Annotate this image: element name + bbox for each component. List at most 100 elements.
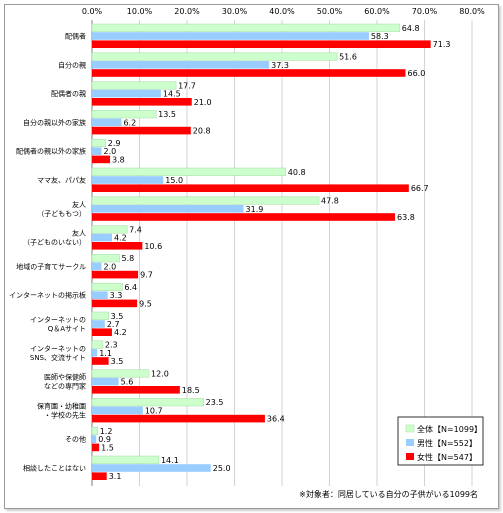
bar [92,443,100,452]
category-label: 友人 [72,229,86,238]
x-tick-label: 30.0% [222,7,248,16]
bar [91,426,98,436]
data-label: 9.5 [139,299,152,308]
data-label: 2.9 [108,139,121,148]
data-label: 14.5 [163,90,181,99]
category-label: （子どものいない） [23,239,86,247]
bar [92,386,180,394]
value-labels: 64.8 58.3 71.3 51.6 37.3 66.0 17.714.5 21.0 13.5… [98,24,450,481]
bar [92,205,244,213]
category-label: 配偶者 [65,32,86,41]
data-label: 20.8 [193,127,211,136]
category-label: インターネットの [30,315,86,324]
data-label: 10.7 [145,406,163,415]
bar [91,138,107,148]
data-label: 17.7 [178,81,196,90]
bar [92,98,192,106]
bar [92,32,369,40]
data-label: 31.9 [246,205,264,214]
bar [92,233,112,242]
category-label: 自分の親以外の家族 [23,118,86,127]
x-tick-label: 60.0% [364,7,390,16]
x-tick-label: 0.0% [82,7,103,16]
legend-swatch [405,424,415,433]
x-tick-label: 40.0% [269,7,295,16]
data-label: 21.0 [194,98,212,107]
data-label: 1.5 [101,443,114,452]
category-label: その他 [65,435,86,444]
data-label: 6.2 [123,118,136,127]
x-axis-ticks: 0.0% 10.0% 20.0% 30.0% 40.0% 50.0% 60.0% 70.0% 8… [82,7,485,16]
bar [91,254,120,263]
data-label: 0.9 [98,435,111,444]
bar [91,81,177,90]
category-label: 配偶者の親 [51,89,86,98]
footnote: ※対象者：同居している自分の子供がいる1099名 [299,489,478,499]
bar [92,464,211,472]
bar [92,242,143,250]
data-label: 36.4 [267,415,285,424]
data-label: 63.8 [397,213,415,222]
data-label: 7.4 [129,225,142,234]
bar [92,377,119,386]
data-label: 5.6 [121,378,134,387]
data-label: 3.5 [111,312,124,321]
data-label: 5.8 [122,254,135,263]
bar [91,369,150,378]
bar [91,52,338,61]
data-label: 25.0 [213,464,231,473]
bar [92,299,138,308]
data-label: 40.8 [288,168,306,177]
bar [91,398,204,407]
data-label: 1.1 [99,349,112,358]
category-label: 保育園・幼稚園 [37,401,86,410]
bar [92,357,109,365]
data-label: 3.8 [112,155,125,164]
data-label: 14.1 [161,456,179,465]
data-label: 2.0 [104,262,117,271]
category-label: （子どももつ） [37,210,86,218]
data-label: 9.7 [140,271,153,280]
category-label: 友人 [72,200,86,209]
x-tick-label: 10.0% [127,7,153,16]
x-tick-label: 20.0% [174,7,200,16]
bar [92,69,406,77]
category-labels: 配偶者自分の親配偶者の親自分の親以外の家族配偶者の親以外の家族ママ友、パパ友友人… [9,32,86,473]
data-label: 66.0 [408,69,426,78]
category-label: ママ友、パパ友 [37,176,86,185]
data-label: 4.2 [114,328,127,337]
category-label: などの専門家 [44,382,86,391]
category-label: ・学校の先生 [44,410,86,419]
bar [92,61,270,69]
data-label: 58.3 [371,32,389,41]
bar [92,291,108,299]
data-label: 3.5 [111,357,124,366]
legend-label: 男性【N=552】 [417,438,477,448]
category-label: Q＆Aサイト [48,325,86,333]
bar [92,414,265,423]
x-tick-label: 50.0% [317,7,343,16]
bar [92,349,98,357]
data-label: 47.8 [321,197,339,206]
bar [92,40,431,48]
data-label: 2.3 [105,341,118,350]
data-label: 10.6 [144,242,162,251]
category-label: 地域の子育てサークル [16,262,86,271]
data-label: 2.0 [104,147,117,156]
data-label: 51.6 [339,53,357,62]
bar [91,225,128,234]
data-label: 1.2 [100,427,113,436]
bar [92,270,139,279]
data-label: 2.7 [107,320,120,329]
data-label: 12.0 [151,369,169,378]
bar [91,282,123,292]
bar [92,176,164,184]
category-label: インターネットの掲示板 [9,291,86,300]
data-label: 3.1 [109,472,122,481]
data-label: 66.7 [411,184,429,193]
data-label: 6.4 [124,283,137,292]
legend-swatch [406,453,414,460]
category-label: インターネットの [30,344,86,353]
bar [92,89,161,98]
data-label: 71.3 [433,40,451,49]
